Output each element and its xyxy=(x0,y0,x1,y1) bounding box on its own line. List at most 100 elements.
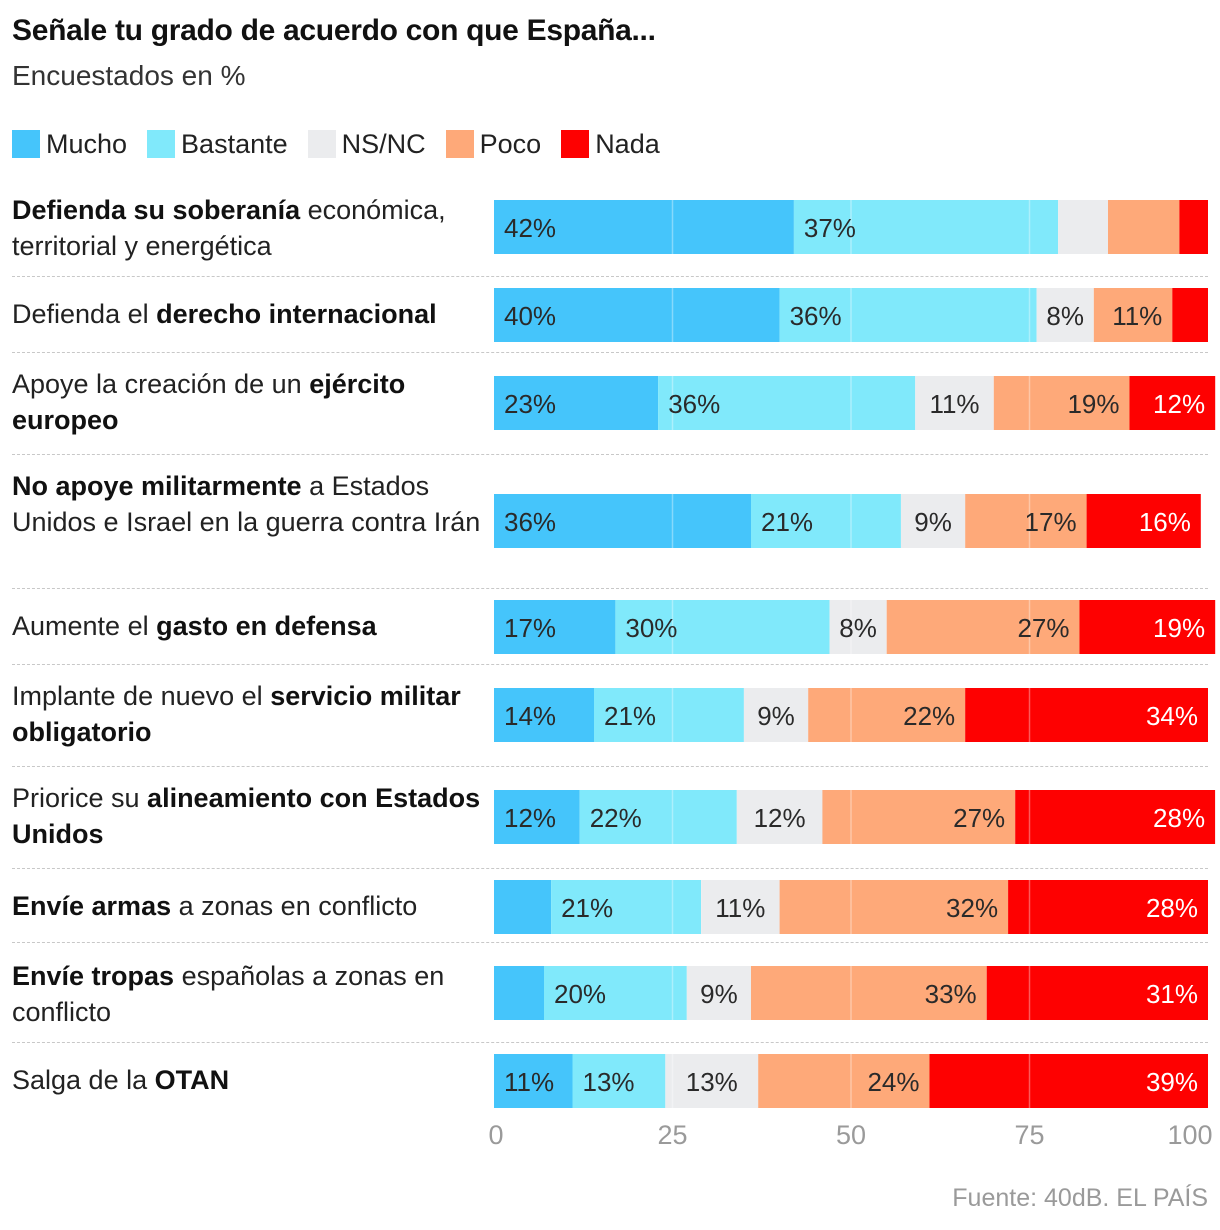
row-separator xyxy=(12,276,1208,277)
legend-item-2: NS/NC xyxy=(307,128,426,160)
bar-segment xyxy=(822,790,1016,844)
x-tick-label: 100 xyxy=(1167,1120,1213,1150)
data-label: 19% xyxy=(1153,613,1205,643)
row-separator xyxy=(12,588,1208,589)
data-label: 13% xyxy=(686,1067,738,1097)
data-label: 9% xyxy=(700,979,738,1009)
row-label: No apoye militarmente a Estados Unidos e… xyxy=(12,471,481,537)
data-label: 34% xyxy=(1146,701,1198,731)
data-label: 11% xyxy=(504,1067,554,1097)
row-label: Defienda su soberanía económica, territo… xyxy=(12,195,446,261)
row-separator xyxy=(12,942,1208,943)
legend-label: Bastante xyxy=(181,128,288,159)
bar-segment xyxy=(494,880,552,934)
bar-segment xyxy=(736,790,823,844)
row-label: Envíe tropas españolas a zonas en confli… xyxy=(12,961,445,1027)
bar-segment xyxy=(494,1054,573,1108)
bar-segment xyxy=(494,494,751,548)
bar-segment xyxy=(1172,288,1208,342)
bar-segment xyxy=(594,688,744,742)
bar-segment xyxy=(1036,288,1094,342)
bar-segment xyxy=(829,600,887,654)
bar-segment xyxy=(986,966,1208,1020)
x-tick-label: 25 xyxy=(657,1120,688,1150)
row-separator xyxy=(12,352,1208,353)
bar-segment xyxy=(686,966,752,1020)
data-label: 17% xyxy=(504,613,556,643)
data-label: 21% xyxy=(604,701,656,731)
data-label: 8% xyxy=(1046,301,1084,331)
row-separator xyxy=(12,1042,1208,1043)
data-label: 19% xyxy=(1067,389,1119,419)
row-label: Apoye la creación de un ejército europeo xyxy=(12,369,406,435)
bar-segment xyxy=(758,1054,930,1108)
bar-segment xyxy=(494,288,780,342)
data-label: 30% xyxy=(625,613,677,643)
bar-segment xyxy=(743,688,809,742)
row-separator xyxy=(12,454,1208,455)
bar-segment xyxy=(779,880,1009,934)
x-tick-label: 75 xyxy=(1014,1120,1045,1150)
data-label: 36% xyxy=(790,301,842,331)
bar-segment xyxy=(1086,494,1201,548)
bar-segment xyxy=(965,494,1087,548)
bar-segment xyxy=(1015,790,1216,844)
legend-item-0: Mucho xyxy=(12,129,127,160)
data-label: 33% xyxy=(925,979,977,1009)
row-label: Aumente el gasto en defensa xyxy=(12,611,377,641)
bar-segment xyxy=(1108,200,1180,254)
legend-label: Mucho xyxy=(46,128,128,159)
bar-segment xyxy=(1058,200,1109,254)
bar-segment xyxy=(572,1054,666,1108)
data-label: 12% xyxy=(754,803,806,833)
data-label: 40% xyxy=(504,301,556,331)
row-label: Defienda el derecho internacional xyxy=(12,299,437,329)
data-label: 21% xyxy=(561,893,613,923)
bar-segment xyxy=(1079,600,1216,654)
data-label: 11% xyxy=(1112,301,1162,331)
row-separator xyxy=(12,766,1208,767)
bar-segment xyxy=(779,288,1037,342)
bar-segment xyxy=(901,494,966,548)
legend-item-1: Bastante xyxy=(147,129,288,160)
data-label: 42% xyxy=(504,213,556,243)
data-label: 11% xyxy=(929,389,979,419)
data-label: 37% xyxy=(804,213,856,243)
row-label: Envíe armas a zonas en conflicto xyxy=(12,891,418,921)
chart-subtitle: Encuestados en % xyxy=(12,60,246,91)
legend-label: NS/NC xyxy=(341,128,426,159)
bar-segment xyxy=(1129,376,1216,430)
bar-segment xyxy=(544,966,687,1020)
data-label: 24% xyxy=(867,1067,919,1097)
row-separator xyxy=(12,868,1208,869)
data-label: 9% xyxy=(757,701,795,731)
data-label: 12% xyxy=(1153,389,1205,419)
bar-segment xyxy=(494,790,580,844)
bar-segment xyxy=(915,376,994,430)
legend-swatch xyxy=(12,130,40,158)
data-label: 28% xyxy=(1146,893,1198,923)
legend-swatch xyxy=(445,130,474,158)
chart-title: Señale tu grado de acuerdo con que Españ… xyxy=(12,14,656,47)
data-label: 22% xyxy=(590,803,642,833)
bar-segment xyxy=(494,200,794,254)
data-label: 11% xyxy=(715,893,765,923)
row-label: Priorice su alineamiento con Estados Uni… xyxy=(12,783,481,849)
bar-segment xyxy=(751,966,987,1020)
bar-segment xyxy=(1008,880,1208,934)
bar-segment xyxy=(551,880,701,934)
data-label: 27% xyxy=(1017,613,1069,643)
legend-swatch xyxy=(307,130,336,158)
bar-segment xyxy=(965,688,1208,742)
legend-swatch xyxy=(561,130,590,158)
data-label: 17% xyxy=(1025,507,1077,537)
data-label: 12% xyxy=(504,803,556,833)
bar-segment xyxy=(494,376,659,430)
data-label: 14% xyxy=(504,701,556,731)
data-label: 22% xyxy=(903,701,955,731)
bar-segment xyxy=(1179,200,1208,254)
data-label: 20% xyxy=(554,979,606,1009)
bar-segment xyxy=(494,688,594,742)
bar-segment xyxy=(494,600,616,654)
